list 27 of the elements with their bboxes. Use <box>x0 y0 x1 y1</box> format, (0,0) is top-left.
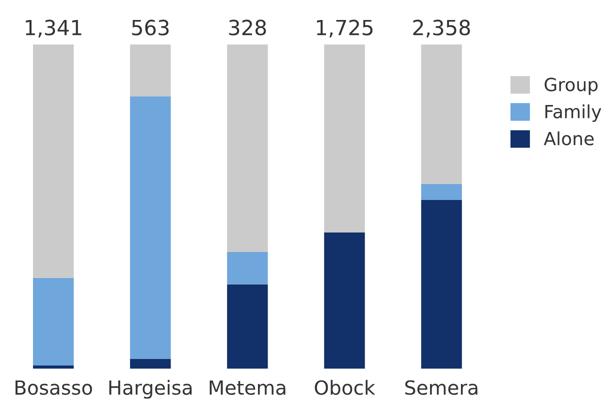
x-tick-label: Hargeisa <box>109 380 192 399</box>
bar <box>227 252 268 284</box>
bar <box>32 366 74 369</box>
bar <box>324 232 365 369</box>
x-tick-label: Bosasso <box>16 380 92 395</box>
legend-label: Alone <box>544 131 594 146</box>
x-tick-label: Metema <box>210 380 286 395</box>
text: 563 <box>132 20 169 36</box>
text: 1,341 <box>26 20 82 38</box>
bar <box>421 44 462 184</box>
text: 328 <box>229 20 266 36</box>
bar <box>227 284 268 369</box>
bar <box>130 44 171 96</box>
text: 2,358 <box>413 20 470 38</box>
legend-label: Group <box>544 78 598 95</box>
bar <box>32 278 74 366</box>
bar <box>227 44 268 252</box>
x-tick-label: Semera <box>405 380 478 395</box>
bar <box>324 44 365 232</box>
bar <box>130 96 171 360</box>
bar <box>421 200 462 369</box>
bar <box>421 184 462 200</box>
bar <box>32 44 74 278</box>
x-tick-label: Obock <box>314 380 376 395</box>
bar <box>130 359 171 369</box>
text: 1,725 <box>316 20 372 38</box>
legend-label: Family <box>545 104 602 122</box>
